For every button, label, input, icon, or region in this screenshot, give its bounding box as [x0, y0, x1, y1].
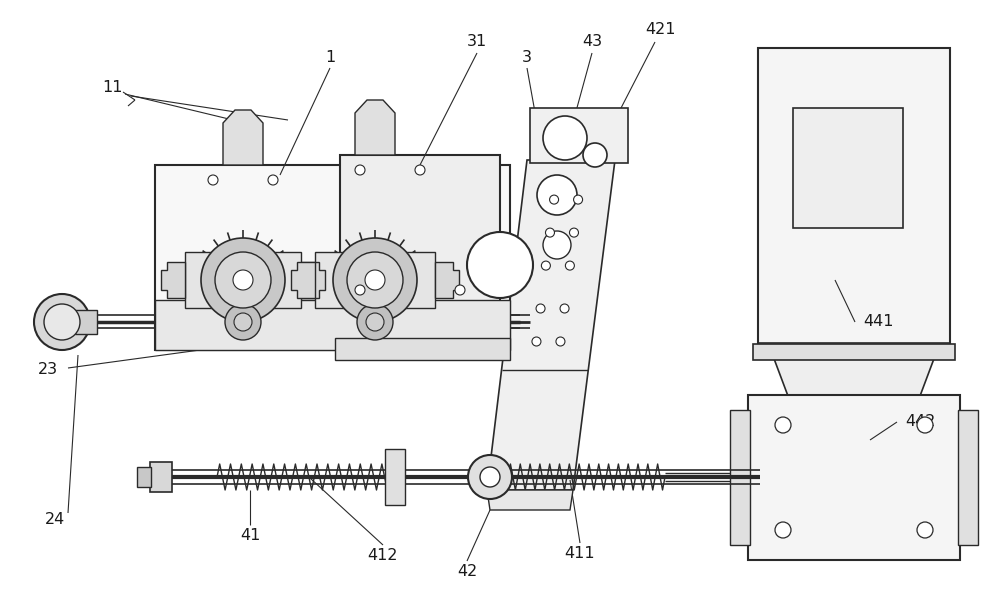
- Polygon shape: [487, 160, 615, 490]
- Circle shape: [34, 294, 90, 350]
- Text: 441: 441: [863, 315, 893, 330]
- Circle shape: [480, 467, 500, 487]
- Text: 31: 31: [467, 35, 487, 50]
- Polygon shape: [487, 490, 573, 510]
- Text: 412: 412: [368, 547, 398, 562]
- Text: 411: 411: [565, 545, 595, 561]
- Text: 42: 42: [457, 565, 477, 579]
- Circle shape: [225, 304, 261, 340]
- Circle shape: [357, 304, 393, 340]
- Bar: [385, 449, 405, 505]
- Circle shape: [366, 313, 384, 331]
- Bar: [315, 252, 353, 308]
- Text: 24: 24: [45, 513, 65, 527]
- Circle shape: [543, 231, 571, 259]
- Bar: [155, 165, 510, 350]
- Circle shape: [556, 337, 565, 346]
- Circle shape: [44, 304, 80, 340]
- Bar: [793, 108, 903, 228]
- Circle shape: [917, 417, 933, 433]
- Bar: [730, 410, 750, 545]
- Polygon shape: [355, 100, 395, 155]
- Circle shape: [415, 165, 425, 175]
- Circle shape: [536, 304, 545, 313]
- Bar: [753, 344, 955, 360]
- Text: 43: 43: [582, 35, 602, 50]
- Circle shape: [201, 238, 285, 322]
- Bar: [155, 300, 510, 350]
- Bar: [748, 395, 960, 560]
- Text: 442: 442: [905, 415, 935, 430]
- Circle shape: [233, 270, 253, 290]
- Circle shape: [550, 195, 559, 204]
- Text: 421: 421: [645, 22, 675, 38]
- Bar: [397, 252, 435, 308]
- Bar: [75, 310, 97, 334]
- Bar: [340, 155, 500, 350]
- Polygon shape: [301, 262, 325, 298]
- Circle shape: [234, 313, 252, 331]
- Circle shape: [355, 285, 365, 295]
- Circle shape: [775, 522, 791, 538]
- Circle shape: [775, 417, 791, 433]
- Circle shape: [545, 228, 554, 237]
- Circle shape: [365, 270, 385, 290]
- Circle shape: [455, 285, 465, 295]
- Bar: [335, 338, 510, 360]
- Circle shape: [355, 165, 365, 175]
- Circle shape: [583, 143, 607, 167]
- Bar: [758, 48, 950, 356]
- Bar: [263, 252, 301, 308]
- Polygon shape: [773, 356, 935, 396]
- Circle shape: [347, 252, 403, 308]
- Bar: [150, 462, 172, 492]
- Text: 23: 23: [38, 362, 58, 378]
- Bar: [530, 108, 628, 163]
- Polygon shape: [161, 262, 185, 298]
- Text: 11: 11: [103, 81, 123, 96]
- Circle shape: [215, 252, 271, 308]
- Bar: [185, 252, 223, 308]
- Circle shape: [569, 228, 578, 237]
- Polygon shape: [435, 262, 459, 298]
- Circle shape: [917, 522, 933, 538]
- Circle shape: [268, 175, 278, 185]
- Circle shape: [574, 195, 583, 204]
- Bar: [137, 467, 151, 487]
- Circle shape: [468, 455, 512, 499]
- Circle shape: [541, 261, 550, 270]
- Circle shape: [333, 238, 417, 322]
- Polygon shape: [291, 262, 315, 298]
- Circle shape: [565, 261, 574, 270]
- Polygon shape: [223, 110, 263, 165]
- Circle shape: [543, 116, 587, 160]
- Circle shape: [532, 337, 541, 346]
- Circle shape: [537, 175, 577, 215]
- Text: 3: 3: [522, 50, 532, 64]
- Circle shape: [560, 304, 569, 313]
- Text: 1: 1: [325, 50, 335, 64]
- Text: 41: 41: [240, 527, 260, 542]
- Bar: [958, 410, 978, 545]
- Circle shape: [208, 175, 218, 185]
- Circle shape: [467, 232, 533, 298]
